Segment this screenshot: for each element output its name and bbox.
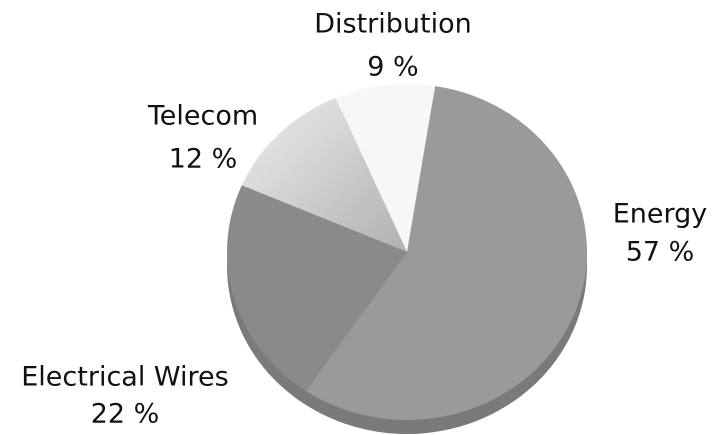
slice-value-label: 12 % xyxy=(169,144,238,175)
pie-slice xyxy=(226,185,407,391)
slice-label: Electrical Wires xyxy=(21,362,228,393)
pie-slice xyxy=(305,86,588,420)
slice-value-label: 9 % xyxy=(367,52,418,83)
pie-slice xyxy=(335,83,436,252)
slice-label: Telecom xyxy=(147,101,258,132)
slice-value-label: 22 % xyxy=(91,399,160,430)
pie-slice xyxy=(241,97,407,252)
slice-value-label: 57 % xyxy=(626,237,695,268)
slice-label: Energy xyxy=(613,199,708,230)
slice-label: Distribution xyxy=(314,9,472,40)
